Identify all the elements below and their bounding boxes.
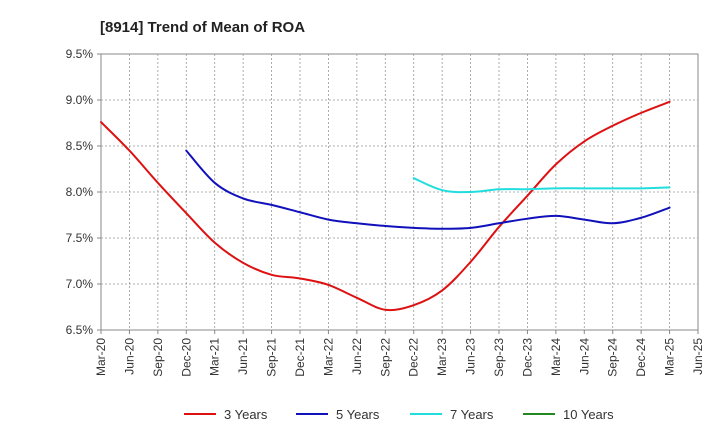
x-tick-label: Dec-21 — [293, 338, 307, 377]
y-tick-label: 8.0% — [66, 185, 94, 199]
x-tick-label: Sep-21 — [265, 338, 279, 377]
legend-label-7-years: 7 Years — [450, 407, 494, 422]
x-tick-label: Mar-25 — [663, 338, 677, 376]
series-line-7-years — [412, 177, 671, 194]
x-tick-label: Sep-24 — [606, 338, 620, 377]
y-tick-label: 8.5% — [66, 139, 94, 153]
x-tick-label: Jun-20 — [122, 338, 136, 375]
y-tick-label: 9.5% — [66, 47, 94, 61]
legend-label-10-years: 10 Years — [563, 407, 614, 422]
y-tick-label: 6.5% — [66, 323, 94, 337]
x-tick-label: Sep-22 — [378, 338, 392, 377]
x-tick-label: Jun-25 — [691, 338, 705, 375]
x-tick-label: Jun-23 — [464, 338, 478, 375]
y-tick-label: 7.5% — [66, 231, 94, 245]
y-axis: 6.5% 7.0% 7.5% 8.0% 8.5% 9.0% 9.5% — [66, 47, 101, 337]
series-line-5-years — [185, 149, 671, 230]
y-tick-label: 9.0% — [66, 93, 94, 107]
x-tick-label: Dec-23 — [520, 338, 534, 377]
x-axis: Mar-20 Jun-20 Sep-20 Dec-20 Mar-21 Jun-21 Sep-… — [94, 330, 705, 377]
series-lines — [100, 100, 671, 312]
legend: 3 Years 5 Years 7 Years 10 Years — [184, 407, 614, 422]
x-tick-label: Mar-22 — [321, 338, 335, 376]
x-tick-label: Sep-23 — [492, 338, 506, 377]
x-tick-label: Jun-22 — [350, 338, 364, 375]
x-tick-label: Mar-24 — [549, 338, 563, 376]
legend-label-5-years: 5 Years — [336, 407, 380, 422]
chart-title: [8914] Trend of Mean of ROA — [100, 19, 305, 36]
x-tick-label: Jun-24 — [577, 338, 591, 375]
legend-label-3-years: 3 Years — [224, 407, 268, 422]
x-tick-label: Dec-20 — [179, 338, 193, 377]
x-tick-label: Mar-20 — [94, 338, 108, 376]
x-tick-label: Dec-22 — [407, 338, 421, 377]
x-tick-label: Mar-23 — [435, 338, 449, 376]
x-tick-label: Sep-20 — [151, 338, 165, 377]
grid — [101, 54, 698, 330]
x-tick-label: Dec-24 — [634, 338, 648, 377]
x-tick-label: Mar-21 — [208, 338, 222, 376]
y-tick-label: 7.0% — [66, 277, 94, 291]
x-tick-label: Jun-21 — [236, 338, 250, 375]
series-line-3-years — [100, 100, 671, 312]
